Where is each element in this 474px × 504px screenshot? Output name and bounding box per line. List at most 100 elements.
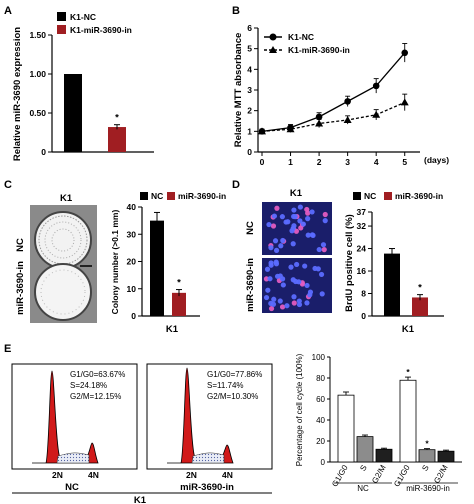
y-tick-label: 100 [312,353,326,362]
significance-star: * [425,439,429,449]
bar-mir-3690-in-2 [437,450,455,463]
panel-d-row-mir: miR-3690-in [245,258,256,312]
nucleus [291,294,297,300]
panel-b-ylabel: Relative MTT absorbance [233,33,244,148]
flow-nc-4n: 4N [88,470,99,480]
nucleus [304,282,310,289]
nucleus [279,214,285,220]
y-tick-label: 0 [41,147,46,157]
panel-b-ticks: 0 1 2 3 4 5 6 0 1 2 3 4 5 [247,23,407,167]
panel-e-ylabel: Percentage of cell cycle (100%) [295,353,304,466]
point-triangle [315,119,324,127]
nucleus [312,265,318,272]
nucleus [263,294,270,301]
panel-d: D K1 NC miR-3690-in BrdU positive cell (… [232,179,444,335]
flow-mir-g1: G1/G0=77.86% [207,370,262,379]
nucleus [291,223,297,229]
panel-e-ticks: 0 20 40 60 80 100 [312,353,330,467]
legend-label-mir: miR-3690-in [395,191,443,201]
brdu-positive-cell [279,304,286,310]
flow-nc-s: S=24.18% [70,381,107,390]
x-tick-label: S [358,464,368,473]
y-tick-label: 1.50 [29,30,46,40]
nucleus [280,237,286,244]
legend-swatch-nc [57,12,66,21]
panel-b-series [258,43,409,135]
nucleus [320,242,327,248]
panel-b-letter: B [232,5,240,17]
legend-label-nc: NC [364,191,376,201]
x-tick-label: 3 [345,157,350,167]
flow-nc-g2m: G2/M=12.15% [70,392,121,401]
flow-mir-s: S=11.74% [207,381,244,390]
panel-b-xlabel: (days) [424,155,449,165]
x-tick-label: G2/M [432,463,450,485]
nucleus [296,279,302,285]
nucleus [267,276,273,282]
legend-label-mir: miR-3690-in [178,191,226,201]
y-tick-label: 40 [127,202,137,212]
nucleus [294,261,300,268]
y-tick-label: 16 [357,266,367,276]
panel-e-cellline: K1 [134,495,147,504]
point-triangle [286,125,295,133]
point-circle [401,49,409,57]
nucleus [273,247,280,253]
series-line-circle [261,52,406,132]
brdu-positive-cell [298,225,304,231]
x-tick-label: 0 [260,157,265,167]
flow-mir-4n: 4N [222,470,233,480]
nucleus [296,301,303,308]
y-tick-label: 0 [321,458,326,467]
bar-k1-mir-3690-in [108,127,126,152]
legend-swatch-mir [57,25,66,34]
panel-a-bars: * [64,74,126,152]
nucleus [271,213,278,219]
x-tick-label: G2/M [370,463,388,485]
legend-marker-triangle [269,46,277,53]
panel-a-ylabel: Relative miR-3690 expression [12,27,23,161]
point-triangle [400,98,409,106]
point-circle [315,113,323,121]
y-tick-label: 0 [131,311,136,321]
y-tick-label: 0.50 [29,108,46,118]
flow-mir-2n: 2N [186,470,197,480]
colony-plate-image [30,205,97,323]
y-tick-label: 24 [357,244,367,254]
flow-nc-g1: G1/G0=63.67% [70,370,125,379]
nucleus [316,246,322,253]
nucleus [305,216,311,222]
nucleus [319,291,325,297]
nucleus [277,298,283,304]
brdu-positive-cell [270,223,277,229]
nucleus [264,266,271,272]
y-tick-label: 0 [361,311,366,321]
nucleus [300,221,306,227]
panel-c-bars: * [150,211,186,316]
nucleus [307,289,314,295]
y-tick-label: 1.00 [29,69,46,79]
nucleus [265,287,271,293]
bar-k1-nc [64,74,82,152]
bar-mir-3690-in [172,292,186,316]
panel-c-ticks: 0 10 20 30 40 [127,202,142,321]
x-tick-label: 1 [288,157,293,167]
y-tick-label: 20 [127,257,137,267]
bar-nc [384,253,400,316]
y-tick-label: 37 [357,207,367,217]
panel-e-bars: G1/G0 S G2/M*G1/G0*S G2/M [330,367,455,488]
nucleus [288,264,294,270]
point-triangle [258,127,266,135]
point-circle [344,98,351,105]
panel-e: E G1/G0=63.67% S=24.18% G2/M=12.15% 2N 4… [4,343,462,504]
panel-d-bars: * [384,248,428,316]
nucleus [291,207,297,213]
flow-nc-group: NC [65,482,79,493]
significance-star: * [115,113,119,124]
panel-c-row-mir: miR-3690-in [15,261,26,315]
y-tick-label: 32 [357,221,367,231]
y-tick-label: 6 [247,23,252,33]
panel-a-letter: A [4,5,12,17]
significance-star: * [177,278,181,289]
